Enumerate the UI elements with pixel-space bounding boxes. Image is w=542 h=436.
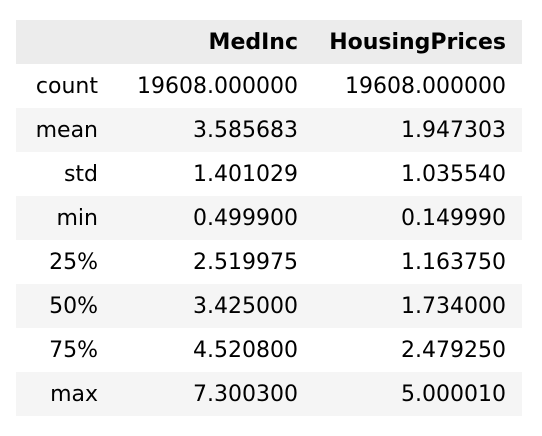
column-header-housingprices: HousingPrices [329,29,506,55]
cell-medinc: 4.520800 [193,337,298,363]
cell-housingprices: 5.000010 [401,381,506,407]
row-label: max [50,381,98,407]
row-label: min [56,205,99,231]
row-label: 50% [49,293,98,319]
table-row: count 19608.000000 19608.000000 [16,64,522,108]
header-row: MedInc HousingPrices [16,20,522,64]
table-row: std 1.401029 1.035540 [16,152,522,196]
row-label: count [35,73,98,99]
row-label: std [63,161,98,187]
cell-housingprices: 19608.000000 [345,73,506,99]
table-row: 75% 4.520800 2.479250 [16,328,522,372]
table-row: mean 3.585683 1.947303 [16,108,522,152]
table-row: 25% 2.519975 1.163750 [16,240,522,284]
cell-housingprices: 0.149990 [401,205,506,231]
cell-medinc: 3.585683 [193,117,298,143]
table-row: max 7.300300 5.000010 [16,372,522,416]
cell-housingprices: 2.479250 [401,337,506,363]
cell-medinc: 1.401029 [193,161,298,187]
table-row: min 0.499900 0.149990 [16,196,522,240]
cell-medinc: 7.300300 [193,381,298,407]
row-label: 75% [49,337,98,363]
cell-housingprices: 1.734000 [401,293,506,319]
stats-table: MedInc HousingPrices count 19608.000000 … [16,20,522,416]
column-header-medinc: MedInc [208,29,298,55]
cell-housingprices: 1.163750 [401,249,506,275]
cell-housingprices: 1.035540 [401,161,506,187]
cell-medinc: 0.499900 [193,205,298,231]
describe-output: MedInc HousingPrices count 19608.000000 … [16,20,522,416]
cell-medinc: 3.425000 [193,293,298,319]
index-header [16,20,114,64]
row-label: mean [35,117,98,143]
cell-housingprices: 1.947303 [401,117,506,143]
row-label: 25% [49,249,98,275]
cell-medinc: 19608.000000 [137,73,298,99]
cell-medinc: 2.519975 [193,249,298,275]
table-row: 50% 3.425000 1.734000 [16,284,522,328]
